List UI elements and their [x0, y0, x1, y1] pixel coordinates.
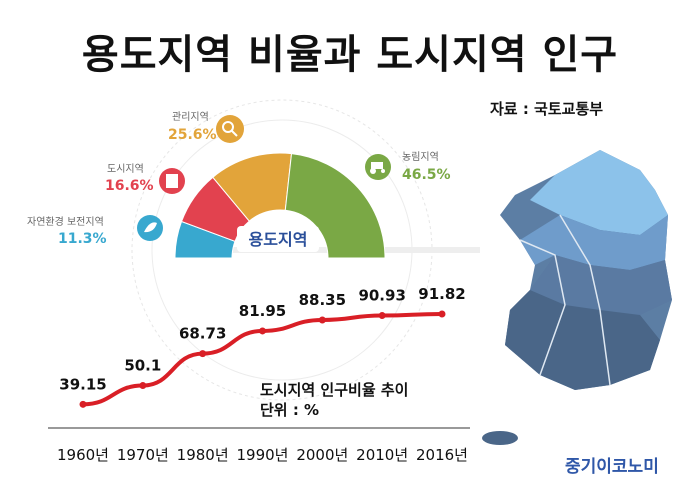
slice-value-management: 25.6%	[168, 127, 217, 143]
x-tick-label: 2000년	[296, 446, 348, 464]
data-label: 68.73	[179, 325, 226, 343]
slice-value-nature: 11.3%	[58, 231, 107, 247]
data-point	[259, 327, 266, 335]
x-axis-ticks: 1960년 1970년 1980년 1990년 2000년 2010년 2016년	[57, 446, 468, 464]
urban-population-line-chart: 39.15 50.1 68.73 81.95 88.35 90.93 91.82	[59, 285, 466, 408]
x-tick-label: 1960년	[57, 446, 109, 464]
pie-title: 용도지역	[249, 230, 308, 249]
slice-label-agri: 농림지역 46.5%	[365, 151, 451, 183]
zoning-pie-chart	[174, 152, 386, 259]
data-label: 90.93	[358, 287, 405, 305]
data-label: 81.95	[239, 302, 286, 320]
slice-label-management: 관리지역 25.6%	[168, 111, 244, 143]
slice-name-agri: 농림지역	[402, 151, 439, 163]
slice-value-urban: 16.6%	[105, 178, 154, 194]
data-label: 88.35	[299, 291, 346, 309]
data-label: 91.82	[418, 285, 465, 303]
line-chart-unit: 단위 : %	[260, 401, 320, 419]
line-chart-title: 도시지역 인구비율 추이	[260, 381, 409, 399]
brand-logo: 중기이코노미	[565, 457, 659, 477]
data-point	[378, 312, 386, 320]
data-point	[139, 382, 147, 390]
data-point	[318, 316, 326, 324]
slice-name-management: 관리지역	[172, 111, 209, 123]
x-tick-label: 1990년	[237, 446, 289, 464]
slice-name-nature: 자연환경 보전지역	[27, 215, 104, 228]
data-label: 50.1	[124, 357, 161, 375]
data-label: 39.15	[59, 375, 106, 393]
x-tick-label: 2016년	[416, 446, 468, 464]
data-point	[199, 350, 207, 358]
pie-slice-3	[284, 153, 386, 259]
line-chart-note: 도시지역 인구비율 추이 단위 : %	[260, 380, 408, 420]
slice-label-nature: 자연환경 보전지역 11.3%	[27, 215, 163, 247]
search-icon	[216, 115, 244, 143]
slice-value-agri: 46.5%	[402, 167, 451, 183]
data-point	[438, 310, 446, 318]
page-title: 용도지역 비율과 도시지역 인구	[81, 32, 619, 78]
slice-name-urban: 도시지역	[107, 163, 144, 175]
korea-map-image	[482, 150, 672, 445]
data-point	[79, 400, 87, 408]
source-label: 자료 : 국토교통부	[490, 100, 604, 118]
x-tick-label: 1980년	[177, 446, 229, 464]
slice-label-urban: 도시지역 16.6%	[105, 163, 185, 194]
x-tick-label: 2010년	[356, 446, 408, 464]
pie-center-label: 용도지역	[237, 226, 319, 252]
x-tick-label: 1970년	[117, 446, 169, 464]
